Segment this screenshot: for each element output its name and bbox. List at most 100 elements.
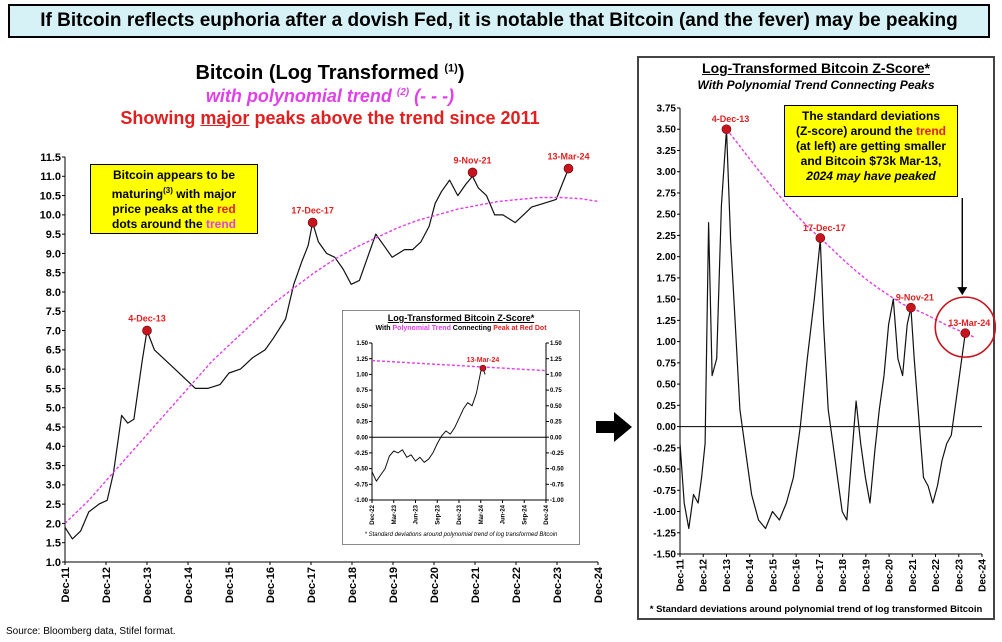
y-tick-label: -0.50 bbox=[354, 467, 368, 473]
y-tick-label: 0.00 bbox=[356, 435, 368, 441]
series-line-trend bbox=[371, 359, 547, 372]
x-tick-label: Dec-17 bbox=[306, 567, 318, 603]
y-tick-label-right: 0.25 bbox=[550, 420, 562, 426]
peak-dot bbox=[960, 328, 971, 338]
peak-dot bbox=[563, 163, 574, 174]
main-subtitle-note: (2) bbox=[396, 87, 410, 98]
y-tick-label: 5.0 bbox=[46, 403, 61, 415]
x-tick-label: Dec-18 bbox=[838, 559, 849, 592]
peak-dot bbox=[721, 124, 732, 135]
y-tick-label: 10.5 bbox=[40, 190, 61, 202]
y-tick-label: -1.00 bbox=[653, 507, 676, 518]
y-tick-label: 3.75 bbox=[657, 104, 677, 115]
callout-right-line5: 2024 may have peaked bbox=[806, 169, 936, 183]
x-tick-label: Dec-14 bbox=[183, 566, 195, 603]
y-tick-label: 3.25 bbox=[657, 146, 677, 157]
y-tick-label: 1.25 bbox=[657, 316, 677, 327]
y-tick-label: 2.75 bbox=[657, 188, 677, 199]
peak-dot bbox=[307, 217, 318, 228]
x-tick-label: Dec-21 bbox=[470, 567, 482, 603]
y-tick-label: 1.50 bbox=[657, 295, 677, 306]
x-tick-label: Dec-11 bbox=[676, 559, 687, 592]
x-tick-label: Sep-23 bbox=[435, 504, 441, 524]
x-tick-label: Mar-23 bbox=[392, 504, 398, 524]
y-tick-label: 7.5 bbox=[46, 306, 61, 318]
x-tick-label: Dec-22 bbox=[931, 559, 942, 592]
y-tick-label: 2.00 bbox=[657, 252, 677, 263]
y-tick-label: -1.00 bbox=[354, 498, 368, 504]
right-chart-subtitle: With Polynomial Trend Connecting Peaks bbox=[697, 78, 935, 92]
y-tick-label: 3.00 bbox=[657, 167, 677, 178]
callout-right-line2: (Z-score) around the trend bbox=[795, 124, 946, 138]
y-tick-label-right: 0.50 bbox=[550, 404, 562, 410]
inset-zscore-chart: 1.50 1.50 1.25 1.25 1.00 1.00 0.75 0.75 0.50 0.50… bbox=[354, 341, 564, 525]
y-tick-label: 11.5 bbox=[40, 152, 61, 164]
main-title-note: (1) bbox=[444, 62, 458, 75]
y-tick-label: 2.0 bbox=[46, 518, 61, 530]
x-tick-label: Sep-24 bbox=[522, 504, 528, 524]
inset-footnote: * Standard deviations around polynomial … bbox=[364, 532, 558, 538]
callout-left-line1: Bitcoin appears to be bbox=[112, 168, 236, 182]
main-chart-title: Bitcoin (Log Transformed (1)) bbox=[195, 62, 465, 84]
peak-dot bbox=[479, 364, 487, 372]
y-tick-label: 1.75 bbox=[657, 273, 677, 284]
y-tick-label: 6.5 bbox=[46, 345, 61, 357]
y-tick-label: 0.75 bbox=[356, 388, 368, 394]
peak-dot bbox=[815, 233, 826, 243]
main-bitcoin-chart: 1.0 1.5 2.0 2.5 3.0 3.5 4.0 4.5 5.0 5.5 6.0 6.5 7.0 7… bbox=[40, 152, 605, 604]
x-tick-label: Dec-24 bbox=[544, 504, 550, 524]
y-tick-label: 1.0 bbox=[46, 557, 61, 569]
main-title-text: Bitcoin (Log Transformed bbox=[195, 62, 439, 84]
right-chart-title: Log-Transformed Bitcoin Z-Score* bbox=[702, 60, 930, 76]
peak-label: 13-Mar-24 bbox=[547, 152, 589, 162]
y-tick-label: 3.5 bbox=[46, 460, 61, 472]
y-tick-label-right: 0.00 bbox=[550, 435, 562, 441]
peak-label: 4-Dec-13 bbox=[128, 314, 166, 324]
peak-label: 9-Nov-21 bbox=[454, 155, 492, 165]
y-tick-label: 3.0 bbox=[46, 480, 61, 492]
x-tick-label: Dec-16 bbox=[265, 567, 277, 603]
y-tick-label: 1.00 bbox=[356, 373, 368, 379]
subtitle2-post: peaks above the trend since 2011 bbox=[254, 108, 540, 128]
y-tick-label: -0.25 bbox=[354, 451, 368, 457]
callout-left: Bitcoin appears to be maturing(3) with m… bbox=[90, 164, 258, 234]
x-tick-label: Dec-16 bbox=[792, 559, 803, 592]
main-chart-subtitle2: Showing major peaks above the trend sinc… bbox=[50, 108, 610, 129]
series-line-trend bbox=[64, 196, 599, 524]
y-tick-label: 9.0 bbox=[46, 248, 61, 260]
right-footnote: * Standard deviations around polynomial … bbox=[649, 604, 983, 615]
y-tick-label-right: -0.50 bbox=[550, 467, 564, 473]
x-tick-label: Dec-20 bbox=[885, 559, 896, 592]
x-tick-label: Jun-24 bbox=[501, 504, 507, 524]
y-tick-label: 4.0 bbox=[46, 441, 61, 453]
y-tick-label: 0.50 bbox=[657, 380, 677, 391]
inset-subtitle: With Polynomial Trend Connecting Peak at… bbox=[375, 325, 547, 332]
callout-left-line4: dots around the trend bbox=[112, 217, 236, 231]
y-tick-label: 0.75 bbox=[657, 358, 677, 369]
x-tick-label: Dec-17 bbox=[815, 559, 826, 592]
x-tick-label: Dec-12 bbox=[699, 559, 710, 592]
series-line-price bbox=[64, 168, 570, 540]
y-tick-label: 0.00 bbox=[657, 422, 677, 433]
y-tick-label-right: -0.25 bbox=[550, 451, 564, 457]
subtitle2-pre: Showing bbox=[120, 108, 196, 128]
y-tick-label: 4.5 bbox=[46, 422, 61, 434]
callout-left-line2: maturing(3) with major bbox=[111, 186, 237, 201]
y-tick-label-right: -0.75 bbox=[550, 482, 564, 488]
y-tick-label-right: 1.25 bbox=[550, 357, 562, 363]
x-tick-label: Dec-23 bbox=[457, 504, 463, 524]
callout-right-line4: and Bitcoin $73k Mar-13, bbox=[800, 154, 942, 168]
x-tick-label: Dec-18 bbox=[347, 567, 359, 603]
main-subtitle-text: with polynomial trend bbox=[205, 86, 392, 106]
y-tick-label: 2.50 bbox=[657, 210, 677, 221]
y-tick-label: 5.5 bbox=[46, 383, 61, 395]
series-line-price bbox=[679, 128, 966, 530]
series-line-price bbox=[371, 367, 486, 482]
subtitle2-major: major bbox=[200, 108, 250, 128]
series-line-trend bbox=[725, 128, 975, 339]
y-tick-label: 8.5 bbox=[46, 268, 61, 280]
x-tick-label: Dec-13 bbox=[722, 559, 733, 592]
y-tick-label: 0.25 bbox=[657, 401, 677, 412]
y-tick-label: 11.0 bbox=[40, 171, 61, 183]
x-tick-label: Dec-24 bbox=[978, 559, 989, 592]
